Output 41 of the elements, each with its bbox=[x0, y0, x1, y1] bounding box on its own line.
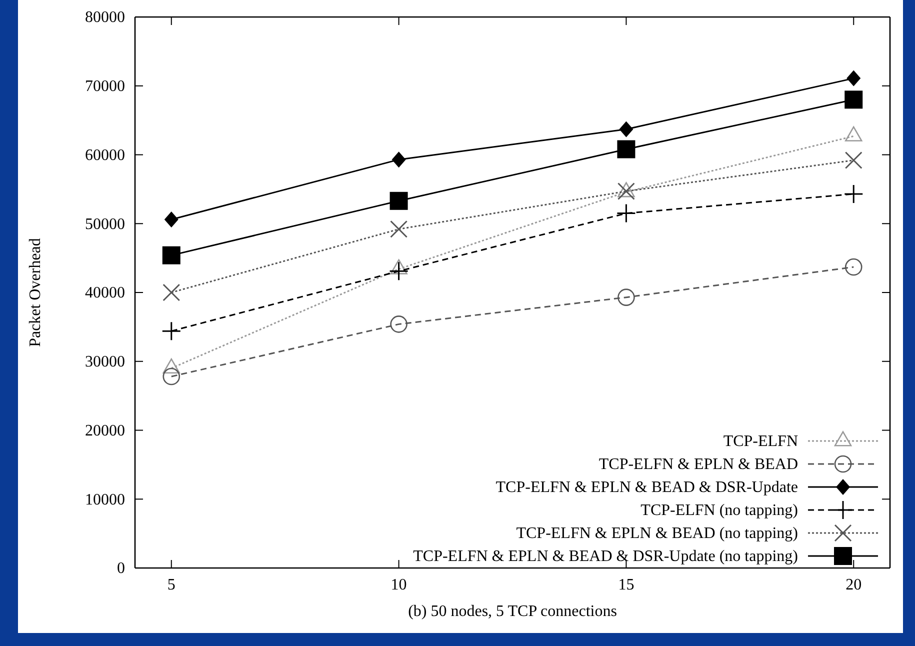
point bbox=[162, 246, 180, 264]
point bbox=[844, 184, 864, 204]
x-tick-label: 15 bbox=[618, 576, 634, 594]
y-tick-label: 30000 bbox=[85, 353, 125, 370]
point bbox=[844, 152, 862, 170]
point bbox=[162, 321, 182, 341]
point bbox=[389, 261, 409, 281]
y-tick-label: 80000 bbox=[85, 9, 125, 26]
x-axis-title: (b) 50 nodes, 5 TCP connections bbox=[408, 603, 617, 620]
y-axis-title: Packet Overhead bbox=[27, 238, 44, 347]
point bbox=[846, 70, 861, 86]
point bbox=[616, 204, 636, 224]
y-tick-label: 40000 bbox=[85, 284, 125, 302]
point bbox=[619, 121, 634, 138]
y-tick-label: 20000 bbox=[85, 422, 125, 440]
y-tick-label: 50000 bbox=[85, 216, 125, 233]
legend-label: TCP-ELFN & EPLN & BEAD & DSR-Update bbox=[496, 479, 798, 496]
point bbox=[162, 284, 180, 302]
point bbox=[390, 316, 408, 333]
x-tick-label: 20 bbox=[846, 576, 862, 594]
point bbox=[618, 288, 635, 306]
point bbox=[162, 368, 180, 386]
point bbox=[617, 182, 635, 200]
y-tick-label: 70000 bbox=[85, 78, 125, 95]
legend-label: TCP-ELFN & EPLN & BEAD & DSR-Update (no tapping) bbox=[413, 548, 798, 565]
x-tick-label: 5 bbox=[167, 576, 176, 594]
y-tick-label: 60000 bbox=[85, 146, 125, 164]
y-tick-label: 10000 bbox=[85, 491, 125, 508]
point bbox=[844, 90, 863, 109]
point bbox=[392, 152, 406, 168]
x-tick-label: 10 bbox=[390, 576, 407, 594]
point bbox=[844, 258, 862, 276]
y-tick-label: 0 bbox=[117, 560, 125, 578]
point bbox=[164, 211, 178, 228]
legend-label: TCP-ELFN & EPLN & BEAD bbox=[598, 456, 798, 473]
point bbox=[617, 140, 636, 158]
point bbox=[390, 192, 408, 210]
point bbox=[390, 220, 408, 238]
legend-label: TCP-ELFN (no tapping) bbox=[640, 502, 798, 519]
legend-label: TCP-ELFN & EPLN & BEAD (no tapping) bbox=[516, 525, 798, 542]
legend-label: TCP-ELFN bbox=[723, 433, 798, 450]
